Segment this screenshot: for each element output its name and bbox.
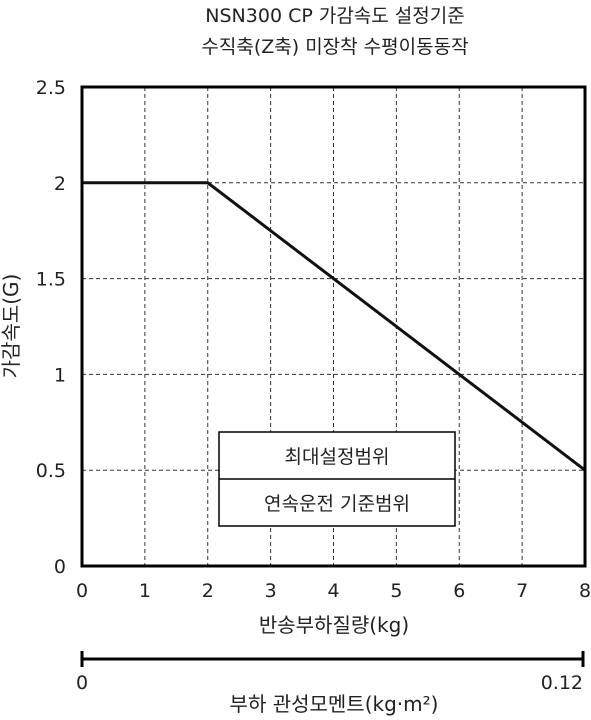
x-tick-label-8: 8 <box>579 580 591 602</box>
series-line-0 <box>82 181 586 472</box>
x-axis-label: 반송부하질량(kg) <box>259 613 409 637</box>
x-tick-label-0: 0 <box>76 580 88 602</box>
series-layer <box>82 181 586 472</box>
x-tick-label-3: 3 <box>265 580 277 602</box>
y-tick-label-4: 2 <box>54 173 66 195</box>
secondary-axis-min-label: 0 <box>76 672 88 694</box>
y-tick-label-5: 2.5 <box>36 77 66 99</box>
chart-title-line2: 수직축(Z축) 미장착 수평이동동작 <box>201 36 468 58</box>
legend: 최대설정범위 연속운전 기준범위 <box>218 431 456 527</box>
y-tick-labels: 0 0.5 1 1.5 2 2.5 <box>36 77 66 578</box>
x-tick-label-2: 2 <box>202 580 214 602</box>
legend-entry-continuous-range: 연속운전 기준범위 <box>264 493 410 515</box>
x-tick-label-6: 6 <box>453 580 465 602</box>
secondary-axis: 0 0.12 부하 관성모멘트(kg·m²) <box>76 651 585 716</box>
x-tick-label-5: 5 <box>390 580 402 602</box>
x-tick-label-7: 7 <box>516 580 528 602</box>
secondary-axis-max-label: 0.12 <box>541 672 583 694</box>
secondary-axis-label: 부하 관성모멘트(kg·m²) <box>230 692 439 716</box>
legend-entry-max-range: 최대설정범위 <box>285 446 390 468</box>
y-tick-label-2: 1 <box>54 364 66 386</box>
x-tick-label-4: 4 <box>327 580 339 602</box>
y-axis-label: 가감속도(G) <box>0 274 23 379</box>
y-tick-label-0: 0 <box>54 556 66 578</box>
plot-frame <box>80 85 587 568</box>
chart-title-line1: NSN300 CP 가감속도 설정기준 <box>205 5 464 27</box>
x-tick-labels: 0 1 2 3 4 5 6 7 8 <box>76 580 591 602</box>
x-tick-label-1: 1 <box>139 580 151 602</box>
y-tick-label-3: 1.5 <box>36 269 66 291</box>
y-tick-label-1: 0.5 <box>36 460 66 482</box>
